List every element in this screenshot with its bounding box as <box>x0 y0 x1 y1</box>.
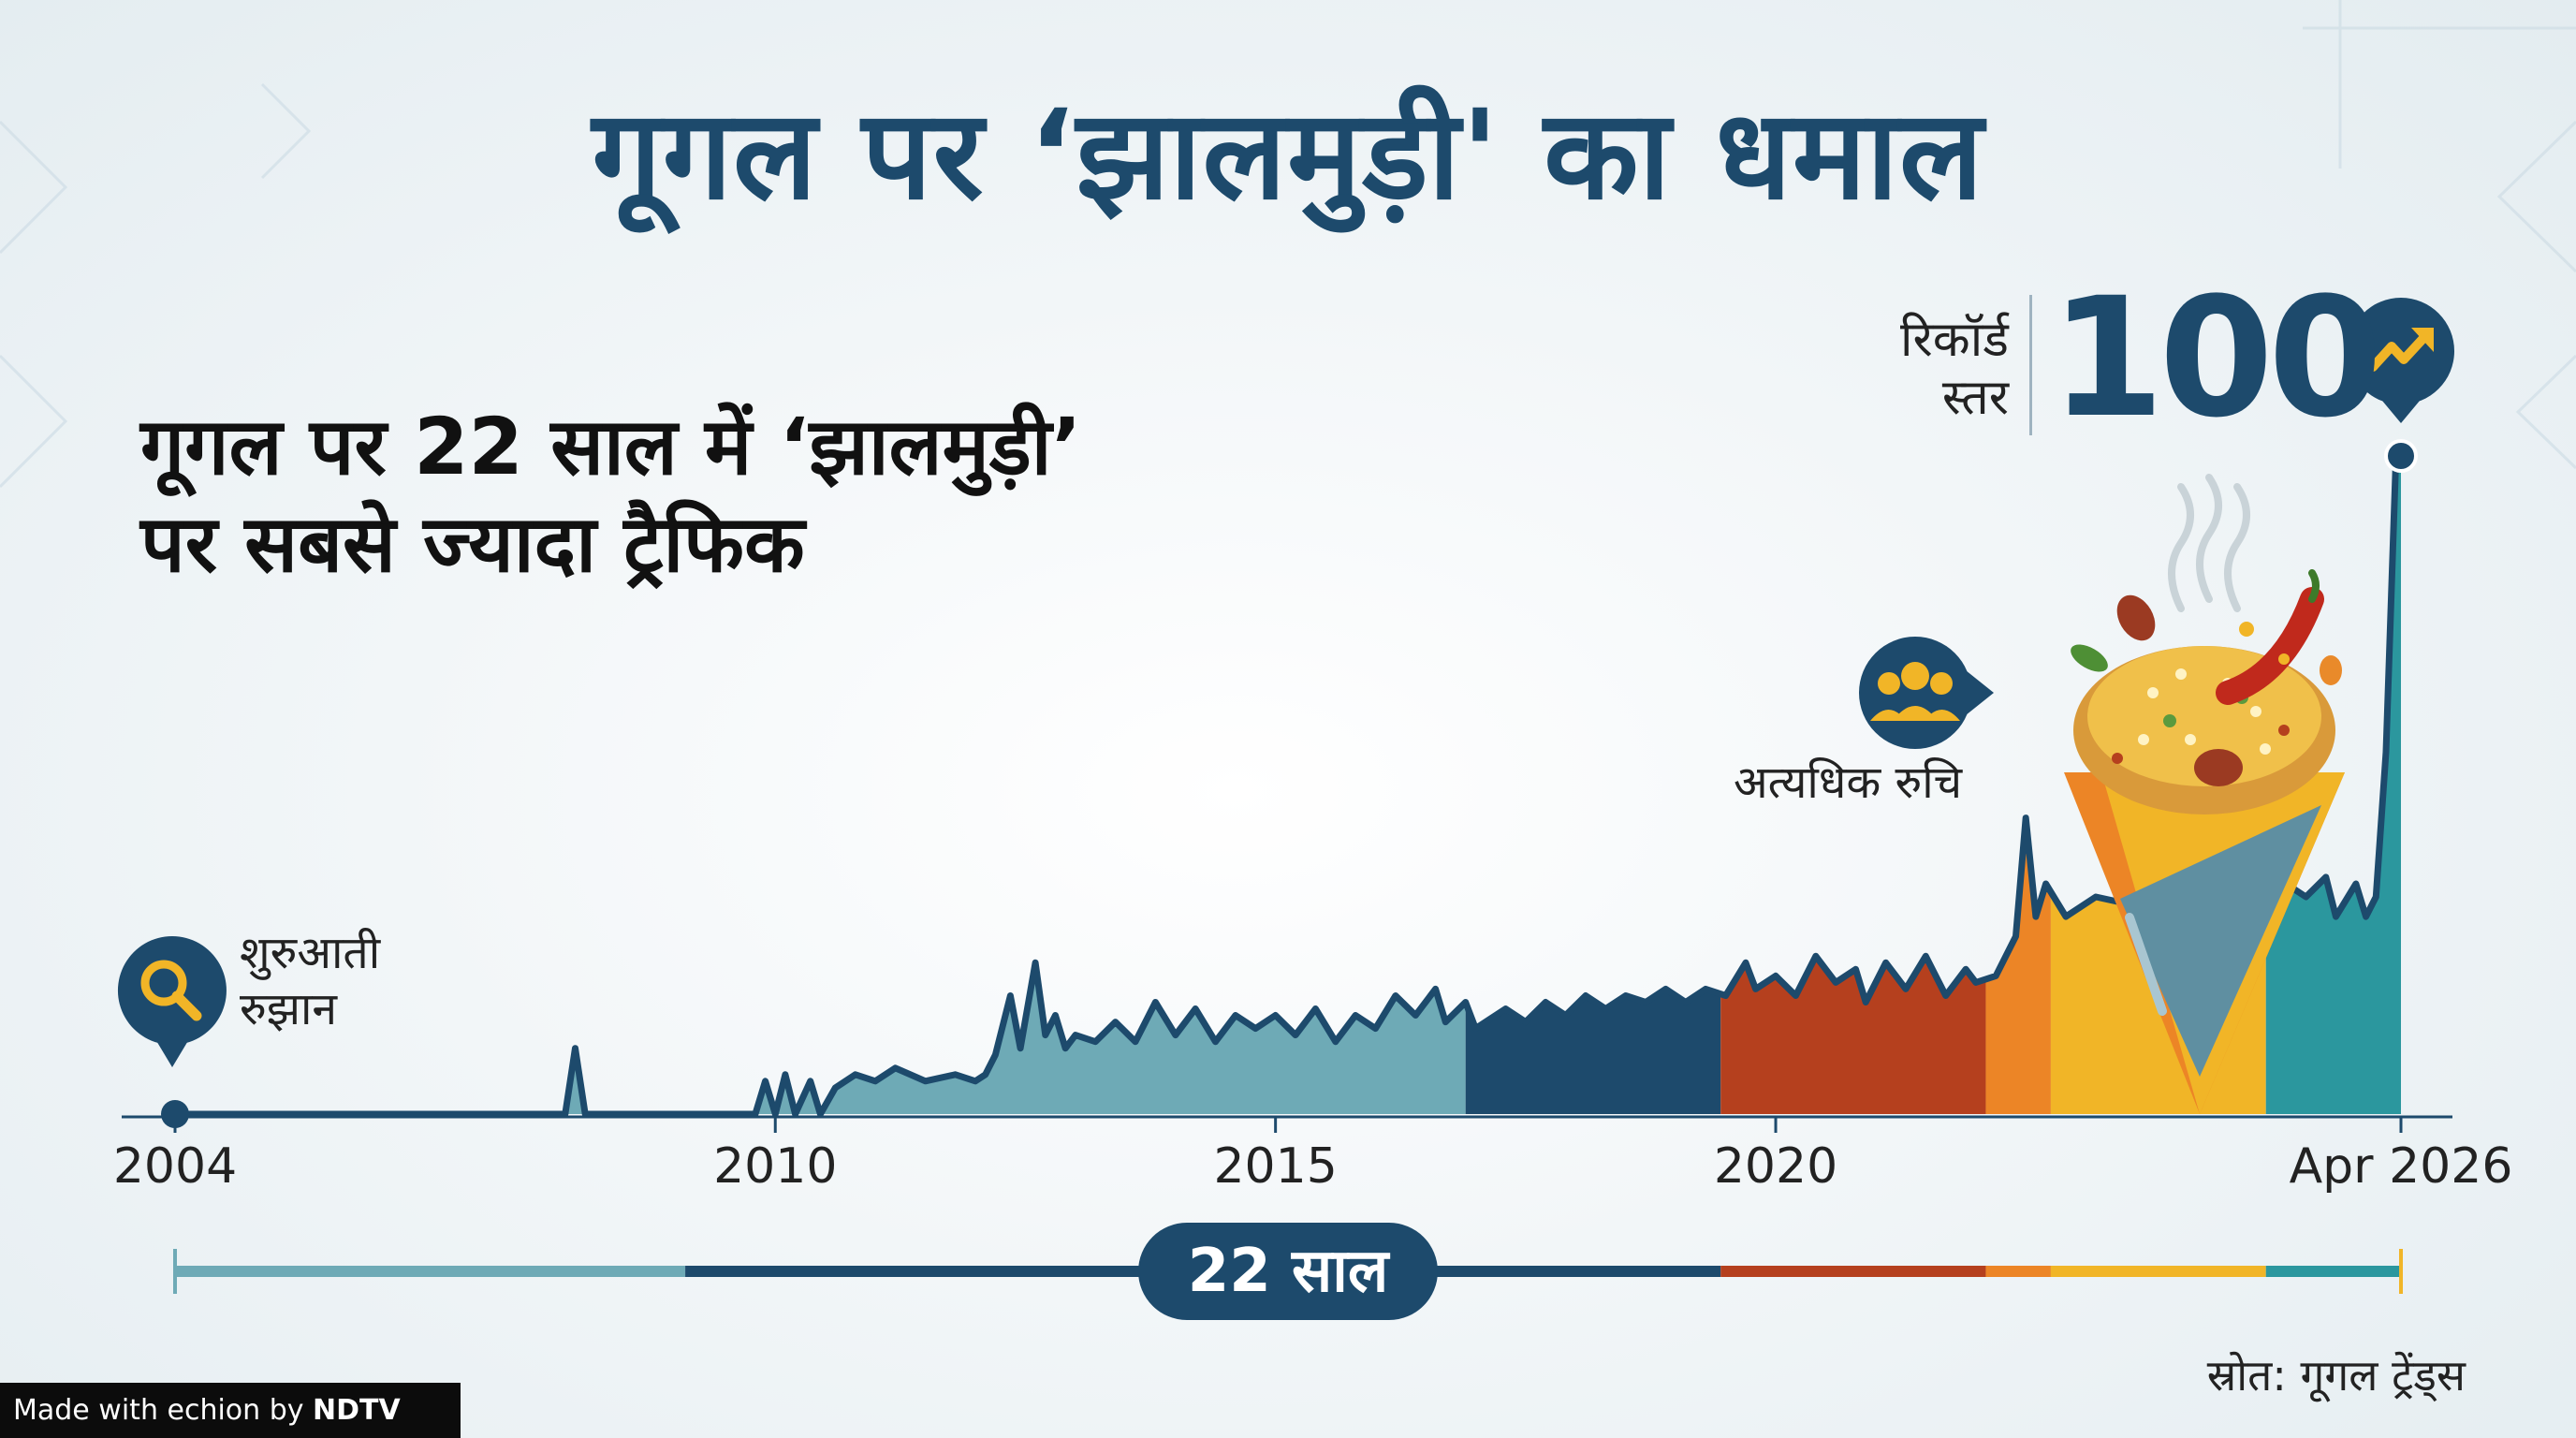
record-value: 100 <box>2050 262 2382 454</box>
brand-prefix: Made with <box>13 1394 168 1427</box>
record-level-label: रिकॉर्ड स्तर <box>1872 311 2009 428</box>
record-label-line-1: रिकॉर्ड <box>1900 312 2009 368</box>
subtitle-line-1: गूगल पर 22 साल में ‘झालमुड़ी’ <box>140 401 1082 492</box>
tick-label-2010: 2010 <box>713 1138 838 1195</box>
jhalmuri-cone-illustration <box>2064 474 2345 1114</box>
start-point-marker <box>161 1100 189 1128</box>
subtitle-line-2: पर सबसे ज्यादा ट्रैफिक <box>140 498 805 591</box>
tick-marks <box>173 1117 2403 1133</box>
page-title: गूगल पर ‘झालमुड़ी' का धमाल <box>592 83 1984 227</box>
source-note: स्रोत: गूगल ट्रेंड्स <box>2206 1350 2466 1401</box>
echion-logo: echion <box>167 1394 261 1427</box>
brand-by: by <box>260 1394 314 1427</box>
tick-label-2015: 2015 <box>1213 1138 1338 1195</box>
tick-label-2020: 2020 <box>1713 1138 1838 1195</box>
magnifier-icon <box>117 936 227 1067</box>
early-trend-label: शुरुआती रुझान <box>240 925 380 1037</box>
span-label: 22 साल <box>1138 1223 1438 1320</box>
trend-up-icon <box>2348 298 2454 423</box>
ndtv-logo: NDTV <box>313 1394 401 1427</box>
chart-subtitle: गूगल पर 22 साल में ‘झालमुड़ी’ पर सबसे ज्… <box>140 398 1081 593</box>
tick-label-apr-2026: Apr 2026 <box>2289 1138 2513 1195</box>
high-interest-label: अत्यधिक रुचि <box>1734 755 1962 811</box>
brand-footer: Made with echion by NDTV <box>0 1383 461 1438</box>
early-trend-line-1: शुरुआती <box>240 927 381 979</box>
people-icon <box>1859 637 1994 749</box>
high-interest-text: अत्यधिक रुचि <box>1734 756 1963 809</box>
record-label-line-2: स्तर <box>1941 370 2009 427</box>
record-point-marker <box>2384 439 2418 473</box>
area-segment-2 <box>1465 456 1721 1114</box>
early-trend-line-2: रुझान <box>240 983 338 1035</box>
tick-label-2004: 2004 <box>112 1138 238 1195</box>
trend-line <box>175 452 2401 1118</box>
record-divider <box>2029 295 2032 435</box>
